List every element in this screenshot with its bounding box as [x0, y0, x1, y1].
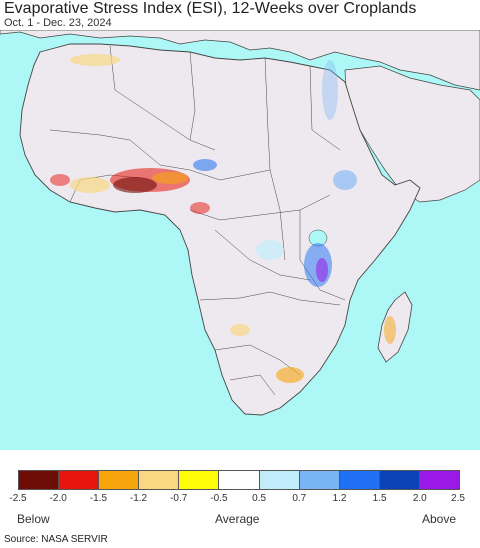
land-north: [0, 30, 480, 91]
legend-tick: 2.0: [412, 493, 427, 504]
legend-tick: 0.7: [292, 493, 307, 504]
legend-tick: 1.5: [372, 493, 387, 504]
dry-stress-areas: [50, 54, 396, 383]
legend-tick: -1.5: [89, 493, 108, 504]
legend-swatch: [139, 471, 180, 489]
source-credit: Source: NASA SERVIR: [4, 534, 108, 545]
africa-landmass: [19, 43, 421, 416]
color-legend: [18, 470, 460, 490]
legend-tick: -0.5: [210, 493, 228, 504]
legend-swatch: [379, 471, 420, 489]
legend-swatch: [419, 471, 460, 489]
legend-ticks: -2.5 -2.0 -1.5 -1.2 -0.7 -0.5 0.5 0.7 1.…: [0, 493, 480, 507]
legend-tick: -0.7: [170, 493, 188, 504]
legend-tick: -1.2: [129, 493, 148, 504]
legend-swatch: [299, 471, 340, 489]
legend-swatch: [99, 471, 140, 489]
wet-areas: [193, 60, 357, 287]
legend-tick: 2.5: [451, 493, 465, 504]
legend-swatch: [19, 471, 60, 489]
legend-average-label: Average: [215, 512, 260, 526]
legend-above-label: Above: [422, 512, 457, 526]
legend-swatch: [219, 471, 260, 489]
legend-swatch: [179, 471, 220, 489]
legend-tick: -2.0: [49, 493, 67, 504]
map-title: Evaporative Stress Index (ESI), 12-Weeks…: [4, 0, 417, 17]
legend-swatch: [259, 471, 300, 489]
country-borders: [49, 45, 346, 396]
legend-swatch: [339, 471, 380, 489]
legend-tick: -2.5: [9, 493, 27, 504]
africa-esi-map: [0, 30, 480, 450]
legend-below-label: Below: [17, 512, 50, 526]
date-range: Oct. 1 - Dec. 23, 2024: [4, 17, 112, 29]
legend-tick: 0.5: [252, 493, 267, 504]
legend-tick: 1.2: [332, 493, 347, 504]
legend-swatch: [59, 471, 100, 489]
